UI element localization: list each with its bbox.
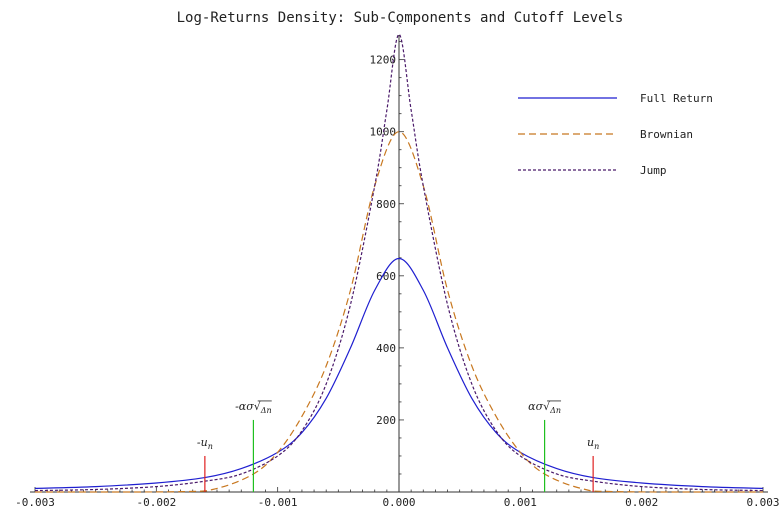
chart-title: Log-Returns Density: Sub-Components and … xyxy=(177,10,624,26)
cutoff-label: -un xyxy=(197,436,213,451)
x-tick-label: 0.003 xyxy=(746,496,779,509)
cutoff-layer: -un -ασ√Δn ασ√Δn un xyxy=(197,400,599,492)
cutoff-label: -ασ√Δn xyxy=(235,400,272,415)
series-line-jump xyxy=(34,33,764,492)
y-tick-label: 1000 xyxy=(370,126,397,139)
legend: Full Return Brownian Jump xyxy=(518,92,713,177)
legend-label-full-return: Full Return xyxy=(640,92,713,105)
legend-label-brownian: Brownian xyxy=(640,128,693,141)
series-layer xyxy=(34,33,764,493)
y-tick-label: 400 xyxy=(376,342,396,355)
series-line-brownian xyxy=(34,131,764,493)
x-tick-label: -0.003 xyxy=(15,496,55,509)
axes: -0.003 -0.002 -0.001 0.000 0.001 0.002 0.003 20… xyxy=(15,23,780,509)
x-tick-label: 0.001 xyxy=(504,496,537,509)
cutoff-label: un xyxy=(587,436,599,451)
y-tick-label: 200 xyxy=(376,414,396,427)
y-tick-label: 800 xyxy=(376,198,396,211)
x-tick-label: 0.002 xyxy=(625,496,658,509)
series-line-full-return xyxy=(34,257,764,489)
cutoff-label: ασ√Δn xyxy=(528,400,561,415)
x-tick-label: -0.002 xyxy=(136,496,176,509)
legend-label-jump: Jump xyxy=(640,164,667,177)
y-tick-label: 1200 xyxy=(370,54,397,67)
x-tick-label: 0.000 xyxy=(382,496,415,509)
x-tick-label: -0.001 xyxy=(258,496,298,509)
y-tick-label: 600 xyxy=(376,270,396,283)
